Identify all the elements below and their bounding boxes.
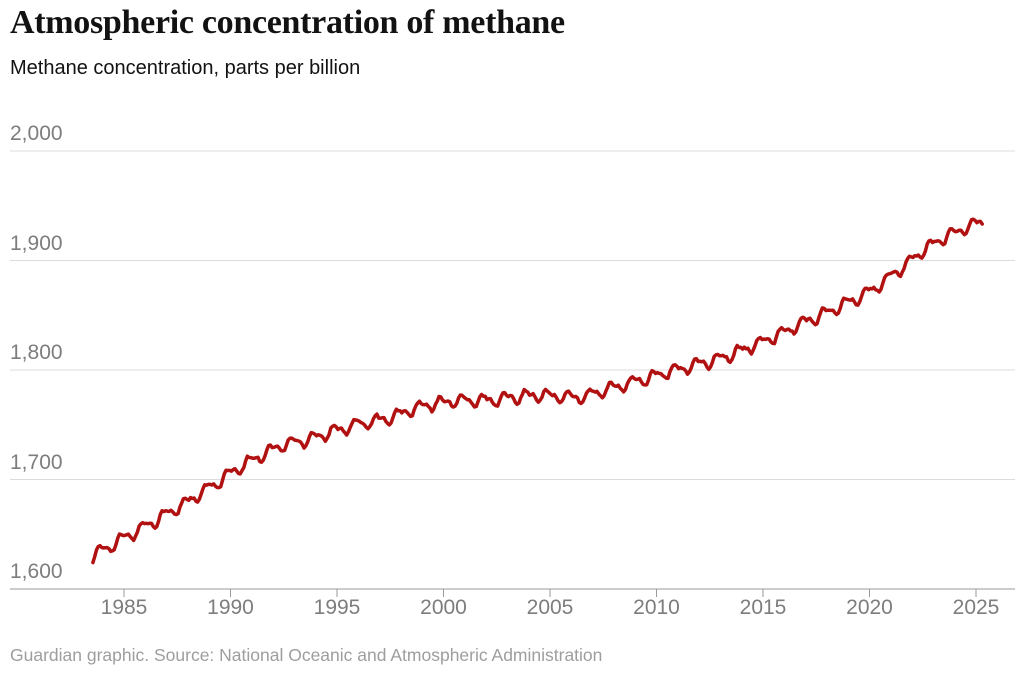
- source-note: Guardian graphic. Source: National Ocean…: [10, 645, 603, 665]
- methane-line: [91, 217, 984, 565]
- chart-title: Atmospheric concentration of methane: [10, 4, 565, 41]
- chart-subtitle: Methane concentration, parts per billion: [10, 57, 361, 79]
- x-axis-label: 2010: [633, 596, 680, 619]
- x-axis-label: 1990: [207, 596, 254, 619]
- y-axis-label: 2,000: [10, 122, 63, 145]
- x-axis-label: 2025: [952, 596, 1000, 619]
- x-axis-label: 2020: [846, 596, 893, 619]
- y-axis-label: 1,600: [10, 560, 63, 583]
- y-axis-label: 1,800: [10, 341, 63, 364]
- y-axis-label: 1,700: [10, 450, 63, 474]
- x-axis-label: 1985: [100, 596, 148, 619]
- x-axis-label: 1995: [313, 596, 361, 619]
- x-axis-label: 2005: [526, 596, 574, 619]
- x-axis-label: 2015: [739, 596, 787, 619]
- y-axis-label: 1,900: [10, 231, 63, 255]
- x-axis-label: 2000: [420, 596, 467, 619]
